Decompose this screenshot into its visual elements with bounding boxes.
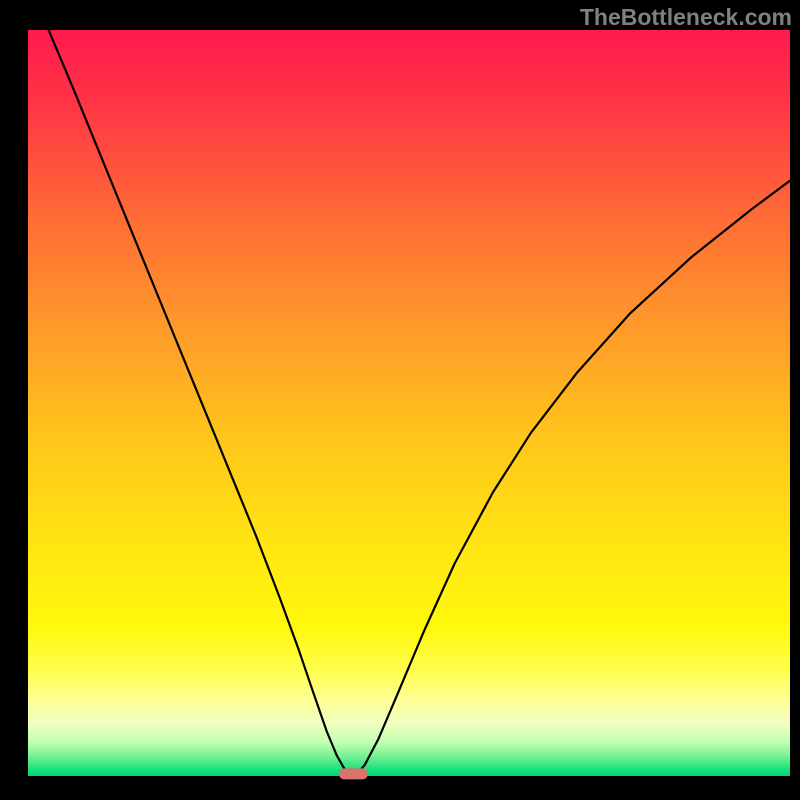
watermark-text: TheBottleneck.com xyxy=(580,4,792,31)
curve-left-branch xyxy=(49,30,351,774)
chart-container: { "watermark": { "text": "TheBottleneck.… xyxy=(0,0,800,800)
optimum-marker xyxy=(339,768,367,779)
curve-right-branch xyxy=(357,181,790,774)
bottleneck-curve xyxy=(28,30,790,776)
plot-area xyxy=(28,30,790,776)
